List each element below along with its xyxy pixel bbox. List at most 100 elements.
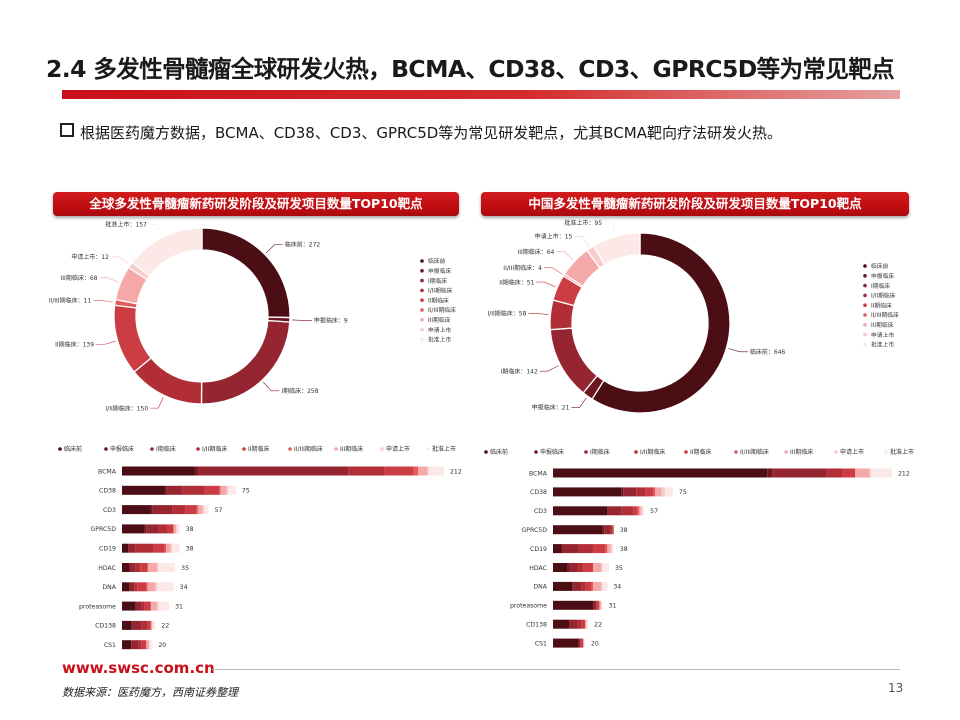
bar-segment-CD38-0 xyxy=(553,487,622,497)
bar-category-label: CD19 xyxy=(530,546,547,553)
bar-segment-HDAC-2 xyxy=(129,563,136,572)
bar-segment-CD3-3 xyxy=(172,505,186,515)
legend-item: 申请上市 xyxy=(428,326,451,334)
bar-category-label: CD3 xyxy=(534,508,547,515)
legend-item: I/II期临床 xyxy=(871,292,896,300)
bar-segment-CD138-3 xyxy=(576,619,582,629)
bar-segment-CD38-4 xyxy=(645,487,654,497)
bar-category-label: proteasome xyxy=(510,603,547,610)
pie-slice-1-8 xyxy=(592,232,641,266)
bar-segment-CD19-4 xyxy=(592,544,606,554)
pie-leader-line xyxy=(110,256,129,265)
bar-segment-DNA-8 xyxy=(602,581,608,591)
bar-segment-CD3-5 xyxy=(637,506,640,516)
square-bullet-icon xyxy=(60,123,74,137)
legend-marker xyxy=(863,342,867,347)
legend-marker xyxy=(484,450,488,454)
bar-segment-BCMA-3 xyxy=(348,466,385,476)
legend-marker xyxy=(58,447,62,451)
page-number: 13 xyxy=(888,681,904,695)
bar-segment-CS1-0 xyxy=(553,638,579,648)
legend-marker xyxy=(420,327,424,332)
bar-segment-HDAC-8 xyxy=(602,563,609,572)
bar-segment-DNA-3 xyxy=(581,581,585,591)
pie-slice-1-0 xyxy=(591,232,731,414)
bar-segment-HDAC-2 xyxy=(568,563,577,572)
bar-total-label: 212 xyxy=(898,470,910,477)
pie-slice-0-8 xyxy=(131,227,203,277)
pie-leader-line xyxy=(574,236,590,247)
bar-total-label: 38 xyxy=(620,546,628,553)
bar-segment-CD38-4 xyxy=(204,485,220,495)
legend-marker xyxy=(584,450,588,454)
bar-category-label: proteasome xyxy=(79,603,116,610)
pie-data-label: 批准上市：157 xyxy=(105,221,147,229)
bar-segment-CD138-4 xyxy=(581,619,585,629)
bar-total-label: 38 xyxy=(620,527,628,534)
legend-item: 申报临床 xyxy=(871,272,894,280)
bar-segment-HDAC-4 xyxy=(140,563,148,572)
pie-leader-line xyxy=(536,281,556,288)
bar-total-label: 38 xyxy=(186,526,194,533)
summary-text: 根据医药魔方数据，BCMA、CD38、CD3、GPRC5D等为常见研发靶点，尤其… xyxy=(80,124,783,142)
bar-segment-CD138-8 xyxy=(586,619,589,629)
legend-item: 批准上市 xyxy=(871,341,894,349)
bar-segment-CD19-3 xyxy=(135,543,154,553)
bar-category-label: CD3 xyxy=(103,507,116,514)
legend-item: 批准上市 xyxy=(890,448,914,456)
bar-segment-DNA-5 xyxy=(591,581,593,591)
bar-segment-GPRC5D-3 xyxy=(610,525,613,535)
pie-leader-line xyxy=(96,340,116,345)
legend-marker xyxy=(420,269,424,273)
legend-marker xyxy=(288,447,292,451)
footer-divider xyxy=(212,669,900,670)
pie-data-label: II期临床：51 xyxy=(499,278,534,286)
bar-category-label: CD38 xyxy=(99,488,116,495)
bar-segment-CD19-2 xyxy=(562,544,579,554)
bar-segment-BCMA-6 xyxy=(855,468,870,478)
bar-segment-CD138-8 xyxy=(152,620,156,630)
legend-marker xyxy=(684,450,688,454)
pie-leader-line xyxy=(539,365,559,372)
bar-segment-CS1-0 xyxy=(122,640,132,650)
legend-marker xyxy=(863,283,867,288)
legend-marker xyxy=(863,313,867,317)
bar-segment-HDAC-0 xyxy=(553,563,568,572)
bar-segment-BCMA-1 xyxy=(194,466,198,476)
data-source-note: 数据来源：医药魔方，西南证券整理 xyxy=(62,686,238,699)
pie-leader-line xyxy=(93,299,114,303)
bar-segment-CS1-4 xyxy=(141,640,147,650)
bar-segment-proteasome-3 xyxy=(141,601,145,611)
legend-item: II/III期临床 xyxy=(428,306,456,314)
legend-marker xyxy=(834,450,838,454)
pie-leader-line xyxy=(291,319,312,321)
bar-category-label: GPRC5D xyxy=(90,526,116,533)
bar-segment-CD19-5 xyxy=(605,544,608,554)
bar-segment-CD138-0 xyxy=(553,619,569,629)
legend-marker xyxy=(420,298,424,303)
legend-marker xyxy=(420,288,424,293)
bar-segment-CD19-3 xyxy=(578,544,593,554)
bar-category-label: DNA xyxy=(102,584,116,591)
bar-segment-CD3-6 xyxy=(639,506,641,516)
pie-data-label: I/II期临床：150 xyxy=(105,404,148,412)
bar-category-label: HDAC xyxy=(529,565,547,572)
pie-leader-line xyxy=(150,397,164,409)
bar-segment-GPRC5D-2 xyxy=(146,524,159,534)
bar-segment-CD38-2 xyxy=(166,485,183,495)
legend-item: 申请上市 xyxy=(840,448,864,456)
footer-url[interactable]: www.swsc.com.cn xyxy=(62,659,215,677)
pie-data-label: III期临床：68 xyxy=(61,274,98,282)
bar-segment-GPRC5D-2 xyxy=(604,525,611,535)
pie-leader-line xyxy=(604,222,616,235)
bar-segment-CD38-2 xyxy=(623,487,637,497)
legend-item: II/III期临床 xyxy=(740,448,769,456)
bar-segment-HDAC-7 xyxy=(156,563,159,572)
bar-segment-CS1-4 xyxy=(581,638,584,648)
bar-total-label: 35 xyxy=(181,565,189,572)
bar-segment-CD138-2 xyxy=(568,619,577,629)
bar-segment-GPRC5D-4 xyxy=(167,524,174,534)
pie-data-label: 临床前：272 xyxy=(285,241,321,249)
bar-segment-HDAC-6 xyxy=(147,563,157,572)
pie-leader-line xyxy=(528,313,549,315)
